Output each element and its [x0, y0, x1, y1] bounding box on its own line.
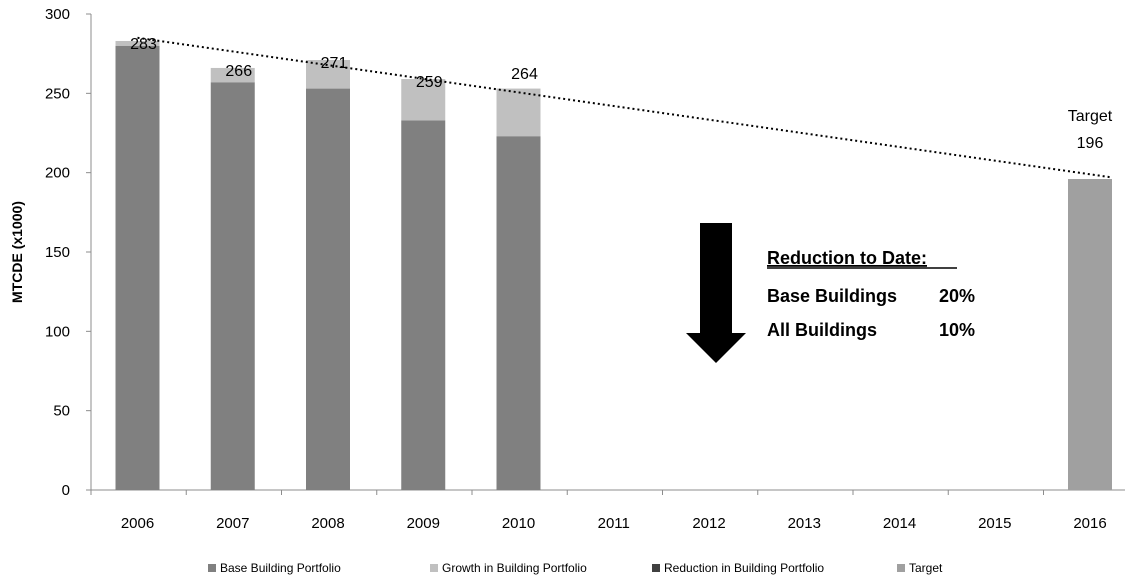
trendline-group — [137, 36, 1113, 179]
bar-base-building-portfolio-2008 — [306, 88, 350, 490]
x-tick-label: 2015 — [978, 515, 1011, 532]
legend-label-base-building-portfolio: Base Building Portfolio — [220, 561, 341, 575]
bar-base-building-portfolio-2009 — [401, 120, 446, 490]
x-tick-label: 2013 — [788, 515, 821, 532]
bar-growth-in-building-portfolio-2009 — [401, 79, 446, 121]
target-label-line2: 196 — [1077, 135, 1104, 152]
x-tick-label: 2010 — [502, 515, 535, 532]
legend-label-reduction-in-building-portfolio: Reduction in Building Portfolio — [664, 561, 824, 575]
x-ticks: 2006 2007 2008 2009 2010 2011 2012 2013 2014 2015… — [90, 490, 1107, 532]
annotation-row-base-label: Base Buildings — [767, 286, 897, 306]
bar-growth-in-building-portfolio-2008 — [306, 60, 350, 89]
bar-base-building-portfolio-2006 — [115, 45, 160, 490]
x-tick-label: 2016 — [1073, 515, 1106, 532]
y-tick-label: 150 — [45, 244, 70, 261]
x-tick-label: 2011 — [598, 515, 630, 532]
data-label-2010: 264 — [511, 66, 538, 83]
data-label-2009: 259 — [416, 74, 443, 91]
legend-swatch-reduction-in-building-portfolio — [652, 564, 660, 572]
data-label-2007: 266 — [225, 63, 252, 80]
reduction-annotation: Reduction to Date: Base Buildings 20% Al… — [686, 223, 975, 363]
annotation-row-all-value: 10% — [939, 320, 975, 340]
y-tick-label: 50 — [53, 403, 70, 420]
x-tick-label: 2006 — [121, 515, 154, 532]
x-tick-label: 2007 — [216, 515, 249, 532]
x-tick-label: 2008 — [311, 515, 344, 532]
y-ticks: 0 50 100 150 200 250 300 — [45, 6, 91, 499]
annotation-title: Reduction to Date: — [767, 248, 927, 268]
annotation-row-all-label: All Buildings — [767, 320, 877, 340]
y-tick-label: 100 — [45, 323, 70, 340]
bar-growth-in-building-portfolio-2006 — [115, 40, 160, 46]
legend-swatch-target — [897, 564, 905, 572]
bar-growth-in-building-portfolio-2010 — [496, 88, 541, 137]
down-arrow-icon — [686, 223, 746, 363]
bar-growth-in-building-portfolio-2007 — [210, 67, 255, 83]
x-tick-label: 2014 — [883, 515, 916, 532]
x-tick-label: 2012 — [692, 515, 725, 532]
data-label-2008: 271 — [321, 55, 348, 72]
legend-swatch-base-building-portfolio — [208, 564, 216, 572]
y-axis-title: MTCDE (x1000) — [9, 201, 25, 303]
y-tick-label: 300 — [45, 6, 70, 23]
data-label-2006: 283 — [130, 36, 157, 53]
bar-target-2016 — [1068, 179, 1112, 490]
legend: Base Building Portfolio Growth in Buildin… — [208, 561, 943, 575]
y-tick-label: 250 — [45, 85, 70, 102]
legend-label-target: Target — [909, 561, 943, 575]
legend-label-growth-in-building-portfolio: Growth in Building Portfolio — [442, 561, 587, 575]
legend-swatch-growth-in-building-portfolio — [430, 564, 438, 572]
bar-base-building-portfolio-2007 — [210, 82, 255, 490]
y-tick-label: 0 — [62, 482, 70, 499]
y-tick-label: 200 — [45, 165, 70, 182]
annotation-row-base-value: 20% — [939, 286, 975, 306]
bars — [115, 40, 1112, 490]
target-label-line1: Target — [1068, 108, 1113, 125]
bar-base-building-portfolio-2010 — [496, 136, 541, 490]
trendline — [137, 36, 1113, 179]
data-labels: 283 266 271 259 264 — [130, 36, 538, 91]
x-tick-label: 2009 — [407, 515, 440, 532]
